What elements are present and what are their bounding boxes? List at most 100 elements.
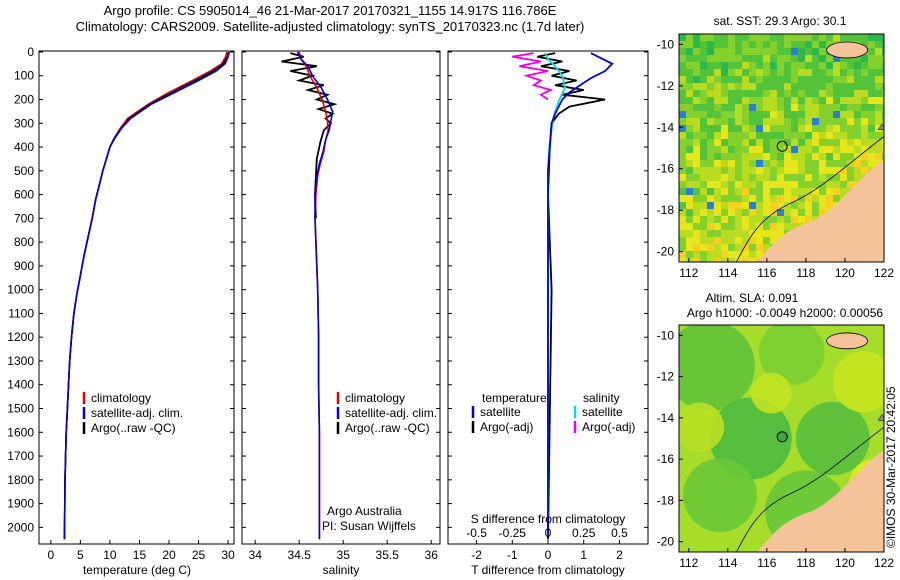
sst-cell — [819, 125, 827, 133]
sst-cell — [735, 160, 743, 168]
sst-cell — [749, 41, 757, 49]
sst-cell — [749, 48, 757, 56]
sst-cell — [868, 146, 876, 154]
sst-cell — [735, 55, 743, 63]
sst-cell — [784, 97, 792, 105]
sst-cell — [798, 62, 806, 70]
sst-cell — [749, 251, 757, 259]
sst-cell — [728, 181, 736, 189]
sst-cell — [728, 90, 736, 98]
sst-cell — [728, 118, 736, 126]
sst-cell — [700, 146, 708, 154]
sst-cell — [840, 118, 848, 126]
sst-cell — [714, 41, 722, 49]
sst-cell — [714, 69, 722, 77]
sst-cell — [735, 132, 743, 140]
sst-cell — [854, 83, 862, 91]
sst-cell — [714, 188, 722, 196]
sst-cell — [854, 111, 862, 119]
sst-cell — [861, 104, 869, 112]
sst-cell — [707, 216, 715, 224]
sst-cell — [756, 97, 764, 105]
sst-cell — [875, 41, 883, 49]
sst-cell — [847, 181, 855, 189]
sst-cell — [826, 55, 834, 63]
sst-cell — [847, 55, 855, 63]
temp-xtick-label: 30 — [221, 548, 235, 562]
sst-cell — [693, 258, 701, 262]
sst-cell — [882, 132, 884, 140]
sst-cell — [777, 83, 785, 91]
sst-cell — [805, 83, 813, 91]
sst-cell — [714, 90, 722, 98]
sst-cell — [749, 125, 757, 133]
sst-cell — [791, 181, 799, 189]
sst-cell — [840, 132, 848, 140]
sst-cell — [798, 167, 806, 175]
temp-xtick-label: 20 — [162, 548, 176, 562]
sst-cell — [798, 111, 806, 119]
sst-cell — [798, 76, 806, 84]
sst-cell — [833, 139, 841, 147]
sst-cell — [707, 230, 715, 238]
sst-cell — [840, 111, 848, 119]
sst-cell — [707, 118, 715, 126]
sst-cell — [749, 237, 757, 245]
sst-cell — [686, 118, 694, 126]
sst-cell — [791, 132, 799, 140]
sst-cell — [714, 223, 722, 231]
sst-cell — [700, 153, 708, 161]
sst-cell — [686, 104, 694, 112]
sst-cell — [707, 146, 715, 154]
sst-cell — [812, 55, 820, 63]
sst-cell — [749, 118, 757, 126]
sst-cell — [791, 125, 799, 133]
sst-field — [679, 34, 884, 262]
sst-cell — [714, 76, 722, 84]
sst-cell — [847, 174, 855, 182]
sst-cell — [770, 118, 778, 126]
sst-cell — [826, 62, 834, 70]
sst-cell — [714, 132, 722, 140]
sst-cell — [749, 132, 757, 140]
sst-cell — [679, 258, 687, 262]
sst-cell — [756, 76, 764, 84]
sla-lon-label: 114 — [718, 556, 737, 570]
sst-cell — [735, 34, 743, 42]
sst-cell — [763, 55, 771, 63]
sst-cell — [693, 153, 701, 161]
sst-cell — [868, 160, 876, 168]
legend-temperature-1-label: satellite-adj. clim. — [91, 406, 183, 420]
sst-cell — [756, 104, 764, 112]
sst-cell — [784, 174, 792, 182]
sst-cell — [721, 153, 729, 161]
sst-cell — [770, 125, 778, 133]
sst-cell — [721, 167, 729, 175]
sst-cell — [833, 195, 841, 203]
depth-tick-label: 1400 — [7, 378, 34, 392]
sst-cell — [700, 34, 708, 42]
sst-cell — [714, 216, 722, 224]
sst-cell — [735, 125, 743, 133]
sla-blob — [683, 458, 757, 533]
sst-cell — [721, 202, 729, 210]
sst-cell — [812, 76, 820, 84]
sst-islet — [877, 123, 884, 131]
sst-cell — [679, 55, 687, 63]
sst-cell — [798, 104, 806, 112]
sst-cell — [847, 34, 855, 42]
sst-cell — [826, 202, 834, 210]
sla-blob — [832, 351, 884, 413]
sst-cell — [882, 139, 884, 147]
sst-cell — [686, 188, 694, 196]
sst-cell — [875, 55, 883, 63]
sst-cell — [777, 48, 785, 56]
sst-cell — [756, 118, 764, 126]
sst-cell — [819, 118, 827, 126]
sst-cell — [763, 237, 771, 245]
sst-cell — [798, 55, 806, 63]
sst-cell — [721, 97, 729, 105]
depth-tick-label: 300 — [14, 116, 34, 130]
sst-cell — [735, 146, 743, 154]
depth-tick-label: 800 — [14, 235, 34, 249]
